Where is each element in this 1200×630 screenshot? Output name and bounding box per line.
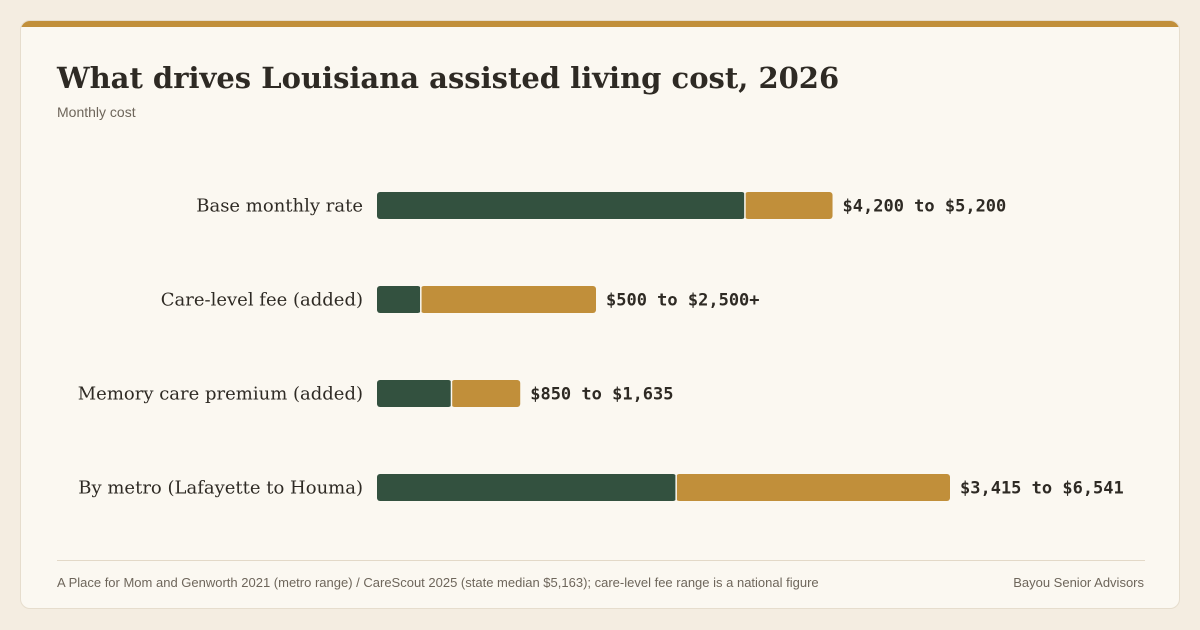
- category-label: Memory care premium (added): [78, 384, 363, 405]
- bar-low-segment: [377, 380, 452, 407]
- chart-subtitle: Monthly cost: [57, 104, 136, 120]
- bar-range-segment: [744, 192, 833, 219]
- brand-label: Bayou Senior Advisors: [1013, 575, 1144, 590]
- bar-low-segment: [377, 286, 421, 313]
- footer-divider: [57, 560, 1145, 561]
- category-label: Base monthly rate: [196, 196, 363, 217]
- source-note: A Place for Mom and Genworth 2021 (metro…: [57, 575, 819, 590]
- category-label: Care-level fee (added): [161, 290, 363, 311]
- bar-range-segment: [676, 474, 950, 501]
- value-label: $500 to $2,500+: [606, 291, 760, 311]
- value-label: $850 to $1,635: [530, 385, 673, 405]
- value-label: $4,200 to $5,200: [843, 197, 1007, 217]
- bar-low-segment: [377, 192, 745, 219]
- category-label: By metro (Lafayette to Houma): [78, 478, 363, 499]
- bar-chart: Base monthly rate $4,200 to $5,200 Care-le…: [78, 192, 1124, 501]
- bar-range-segment: [451, 380, 521, 407]
- chart-card: What drives Louisiana assisted living co…: [20, 20, 1180, 609]
- card-accent-bar: [21, 21, 1179, 27]
- chart-title: What drives Louisiana assisted living co…: [57, 61, 840, 95]
- bar-range-segment: [420, 286, 597, 313]
- bar-low-segment: [377, 474, 677, 501]
- value-label: $3,415 to $6,541: [960, 479, 1124, 499]
